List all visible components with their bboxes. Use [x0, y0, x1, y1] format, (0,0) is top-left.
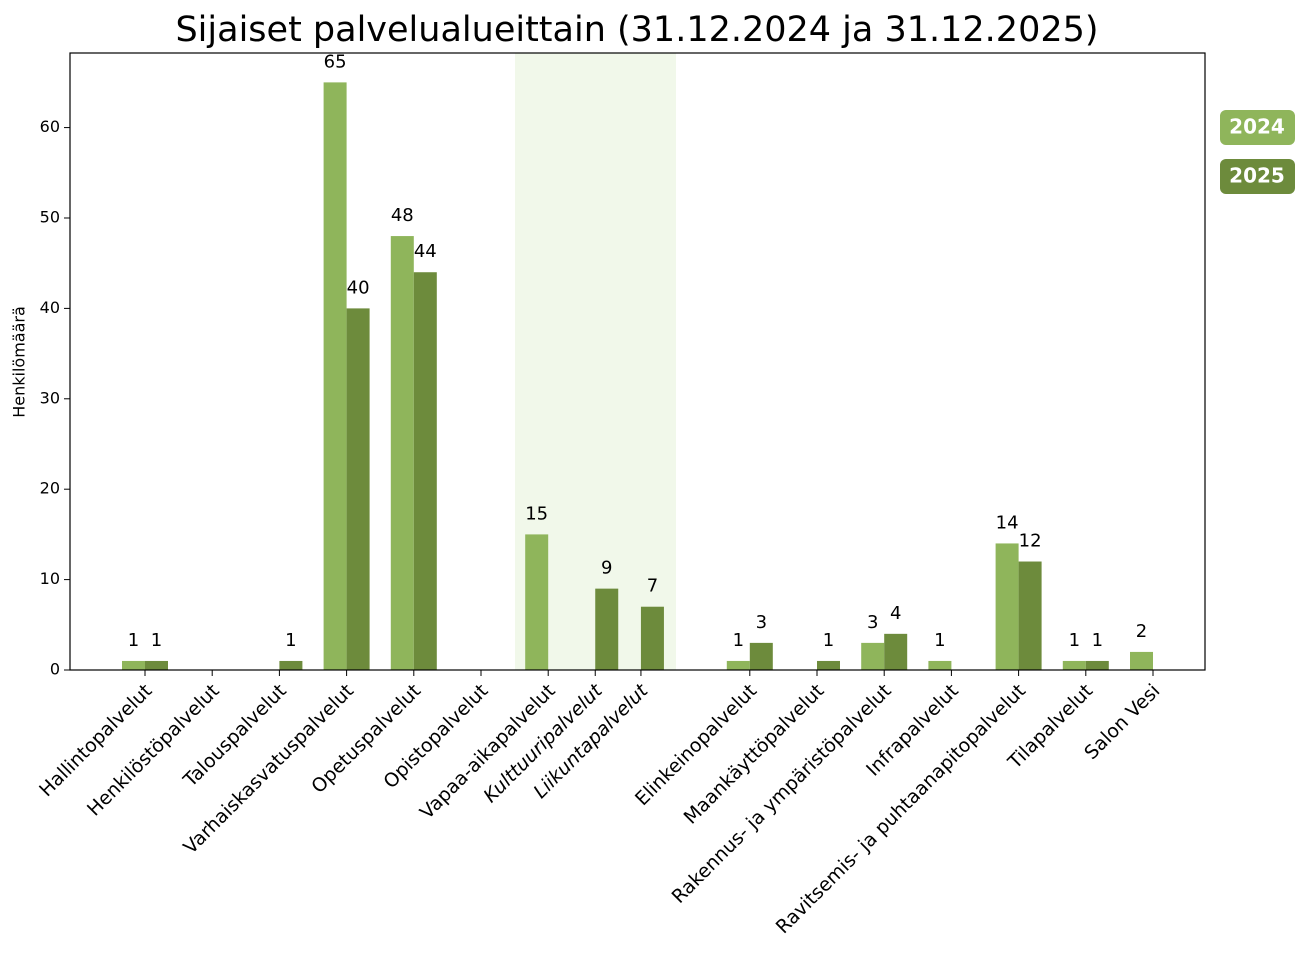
- value-label: 1: [285, 630, 296, 651]
- value-label: 40: [347, 277, 370, 298]
- value-label: 1: [151, 630, 162, 651]
- bar: [413, 272, 437, 670]
- bar: [525, 534, 549, 670]
- value-label: 65: [324, 51, 347, 72]
- bar: [861, 642, 885, 670]
- value-label: 1: [1092, 630, 1103, 651]
- bar: [1085, 660, 1109, 670]
- value-label: 1: [823, 630, 834, 651]
- bar: [595, 588, 619, 670]
- x-tick-label: Hallintopalvelut: [35, 680, 156, 801]
- y-axis-label: Henkilömäärä: [10, 306, 29, 418]
- value-label: 4: [890, 603, 901, 624]
- y-tick-label: 50: [40, 207, 60, 226]
- value-label: 1: [1069, 630, 1080, 651]
- bar: [279, 660, 303, 670]
- legend-label: 2025: [1229, 164, 1285, 188]
- value-label: 7: [647, 576, 658, 597]
- legend-label: 2024: [1229, 115, 1285, 139]
- bar: [640, 606, 664, 670]
- plot-frame: [69, 52, 1206, 671]
- bar: [928, 660, 952, 670]
- bar: [390, 236, 414, 671]
- value-label: 1: [934, 630, 945, 651]
- value-label: 48: [391, 205, 414, 226]
- bar: [884, 633, 908, 670]
- y-tick-label: 40: [40, 298, 60, 317]
- value-label: 15: [525, 503, 548, 524]
- bar: [817, 660, 840, 670]
- y-tick-label: 30: [40, 388, 60, 407]
- bar: [145, 660, 168, 670]
- bar: [1062, 660, 1086, 670]
- bar: [122, 660, 145, 670]
- value-label: 1: [733, 630, 744, 651]
- y-tick-label: 0: [50, 660, 60, 679]
- y-tick-label: 20: [40, 479, 60, 498]
- value-label: 44: [414, 241, 437, 262]
- x-tick-label: Elinkeinopalvelut: [631, 680, 761, 810]
- bar: [1130, 651, 1153, 670]
- bar: [749, 642, 773, 670]
- legend-badge: [1220, 159, 1295, 194]
- value-label: 9: [601, 558, 612, 579]
- value-label: 3: [756, 612, 767, 633]
- value-label: 14: [996, 512, 1019, 533]
- value-label: 12: [1019, 531, 1042, 552]
- y-tick-label: 60: [40, 117, 60, 136]
- legend-badge: [1220, 110, 1295, 145]
- y-tick-label: 10: [40, 569, 60, 588]
- chart-title: Sijaiset palvelualueittain (31.12.2024 j…: [175, 10, 1098, 50]
- value-label: 3: [867, 612, 878, 633]
- bar: [323, 82, 347, 670]
- bar: [1018, 561, 1042, 670]
- x-tick-label: Ravitsemis- ja puhtaanapitopalvelut: [772, 680, 1030, 938]
- bar: [726, 660, 750, 670]
- value-label: 1: [128, 630, 139, 651]
- bar: [346, 308, 370, 670]
- value-label: 2: [1136, 621, 1147, 642]
- bar: [995, 543, 1019, 670]
- x-tick-label: Henkilöstöpalvelut: [83, 680, 224, 821]
